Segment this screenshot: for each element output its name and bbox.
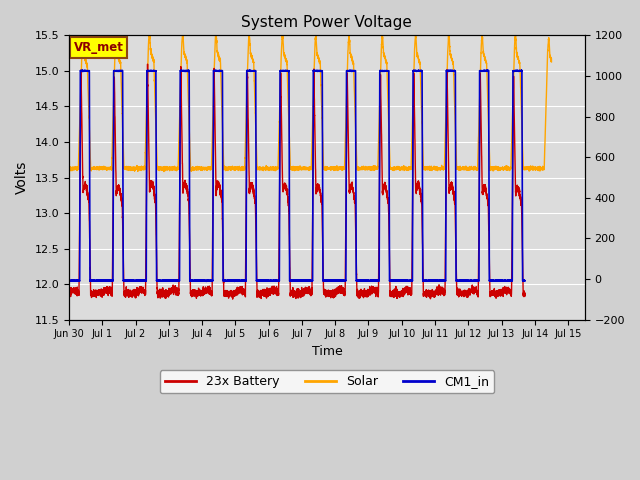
Title: System Power Voltage: System Power Voltage xyxy=(241,15,412,30)
Y-axis label: Volts: Volts xyxy=(15,161,29,194)
Text: VR_met: VR_met xyxy=(74,41,124,54)
Legend: 23x Battery, Solar, CM1_in: 23x Battery, Solar, CM1_in xyxy=(160,370,494,393)
X-axis label: Time: Time xyxy=(312,345,342,358)
